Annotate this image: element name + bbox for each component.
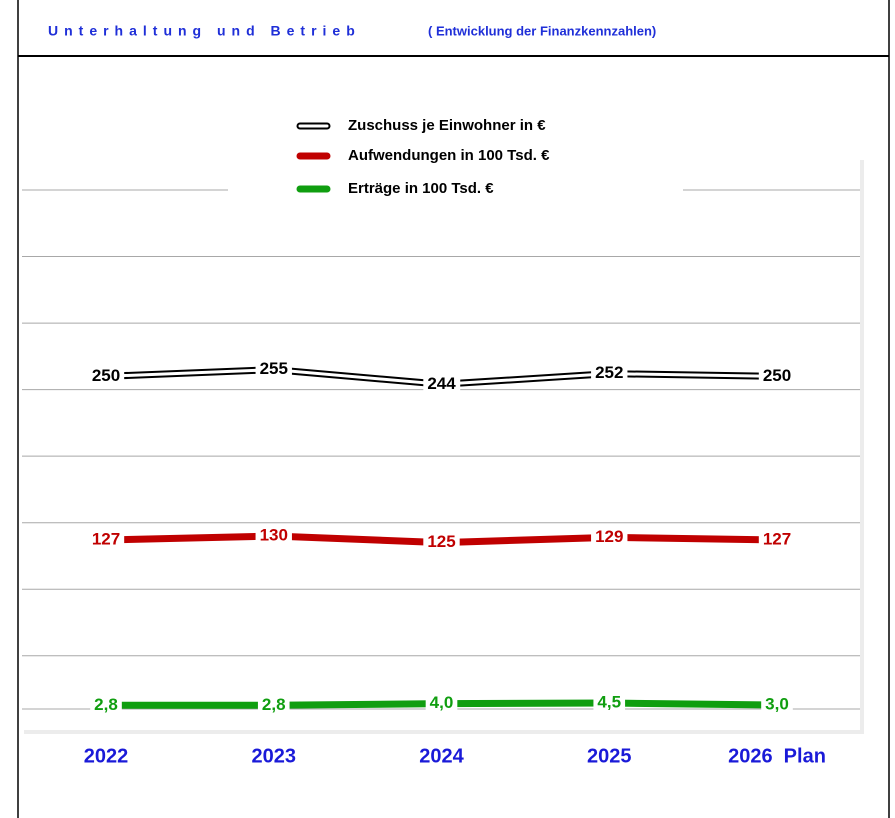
label-bg (87, 365, 125, 385)
x-tick-label: 2024 (419, 745, 464, 767)
label-bg (90, 694, 122, 714)
label-bg (591, 363, 628, 383)
data-label: 129 (595, 527, 623, 546)
legend-label: Aufwendungen in 100 Tsd. € (348, 147, 550, 164)
label-bg (423, 373, 461, 393)
data-label: 252 (595, 363, 623, 382)
legend-label: Zuschuss je Einwohner in € (348, 117, 546, 134)
label-bg (255, 359, 292, 379)
label-bg (761, 694, 793, 714)
data-label: 3,0 (765, 694, 789, 713)
data-label: 127 (92, 529, 120, 548)
label-bg (423, 532, 460, 552)
label-bg (255, 525, 292, 545)
label-bg (758, 529, 796, 549)
data-label: 2,8 (94, 695, 118, 714)
label-bg (425, 693, 458, 713)
data-label: 250 (92, 366, 120, 385)
chart-title: Unterhaltung und Betrieb (48, 23, 361, 39)
label-bg (591, 526, 628, 546)
data-label: 244 (427, 374, 456, 393)
label-bg (758, 365, 796, 385)
x-tick-label: 2026 Plan (728, 745, 826, 767)
data-label: 125 (427, 532, 455, 551)
label-bg (87, 529, 125, 549)
x-tick-label: 2023 (252, 745, 297, 767)
data-label: 250 (763, 366, 791, 385)
data-label: 4,0 (430, 693, 454, 712)
data-label: 130 (260, 525, 288, 544)
data-label: 255 (260, 359, 288, 378)
data-label: 2,8 (262, 695, 286, 714)
data-label: 4,5 (597, 692, 621, 711)
plot-area (22, 158, 860, 730)
x-tick-label: 2025 (587, 745, 632, 767)
chart-subtitle: ( Entwicklung der Finanzkennzahlen) (428, 23, 656, 38)
data-label: 127 (763, 529, 791, 548)
label-bg (257, 694, 290, 714)
x-tick-label: 2022 (84, 745, 129, 767)
legend-label: Erträge in 100 Tsd. € (348, 180, 494, 197)
label-bg (593, 692, 626, 712)
marks: 250 255 244 252 250 127 130 125 129 127 2,8 2,8 4,0 4… (87, 359, 796, 714)
